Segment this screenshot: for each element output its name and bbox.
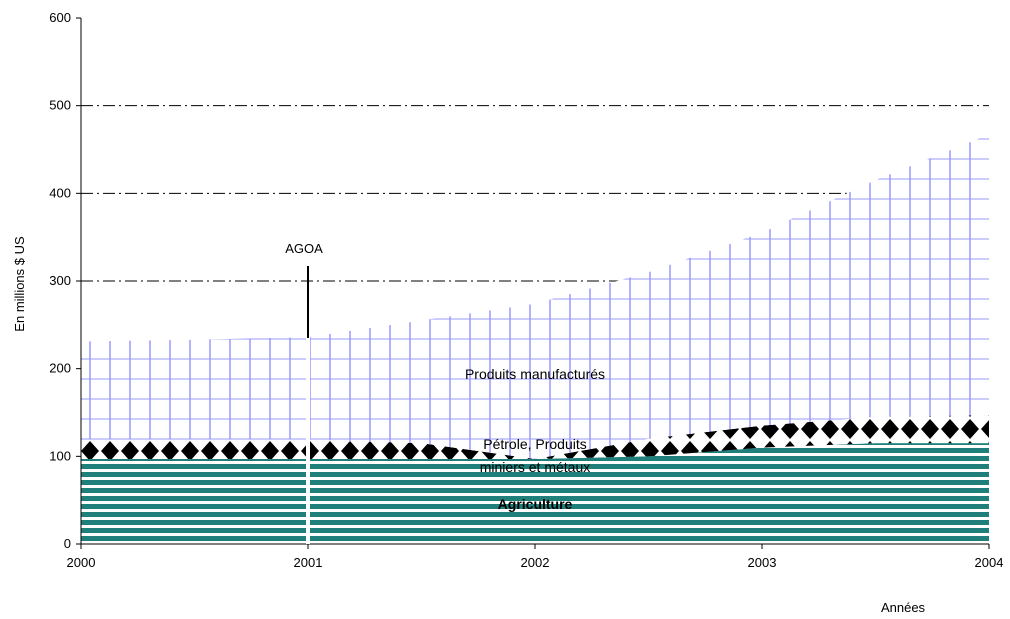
x-tick-label: 2003 xyxy=(748,555,777,570)
x-axis-title: Années xyxy=(881,600,926,615)
area-series xyxy=(81,134,989,544)
axes: 0 100 200 300 400 500 600 2000 2001 2002 2003 2004 xyxy=(49,10,1003,570)
annotations: AGOA xyxy=(285,241,323,544)
agoa-label: AGOA xyxy=(285,241,323,256)
x-tick-label: 2004 xyxy=(975,555,1004,570)
x-tick-label: 2002 xyxy=(521,555,550,570)
y-tick-label: 0 xyxy=(64,536,71,551)
label-produits-manufactures: Produits manufacturés xyxy=(465,366,605,382)
x-tick-label: 2000 xyxy=(67,555,96,570)
y-tick-label: 300 xyxy=(49,273,71,288)
y-tick-label: 200 xyxy=(49,361,71,376)
y-tick-label: 500 xyxy=(49,98,71,113)
x-tick-label: 2001 xyxy=(294,555,323,570)
y-tick-label: 600 xyxy=(49,10,71,25)
label-petrole-line1: Pétrole, Produits xyxy=(483,436,587,452)
label-agriculture: Agriculture xyxy=(498,496,573,512)
y-tick-label: 100 xyxy=(49,448,71,463)
label-petrole-line2: miniers et métaux xyxy=(480,459,590,475)
y-tick-label: 400 xyxy=(49,185,71,200)
area-produits-manufactures xyxy=(81,134,989,459)
y-axis-title: En millions $ US xyxy=(12,236,27,332)
